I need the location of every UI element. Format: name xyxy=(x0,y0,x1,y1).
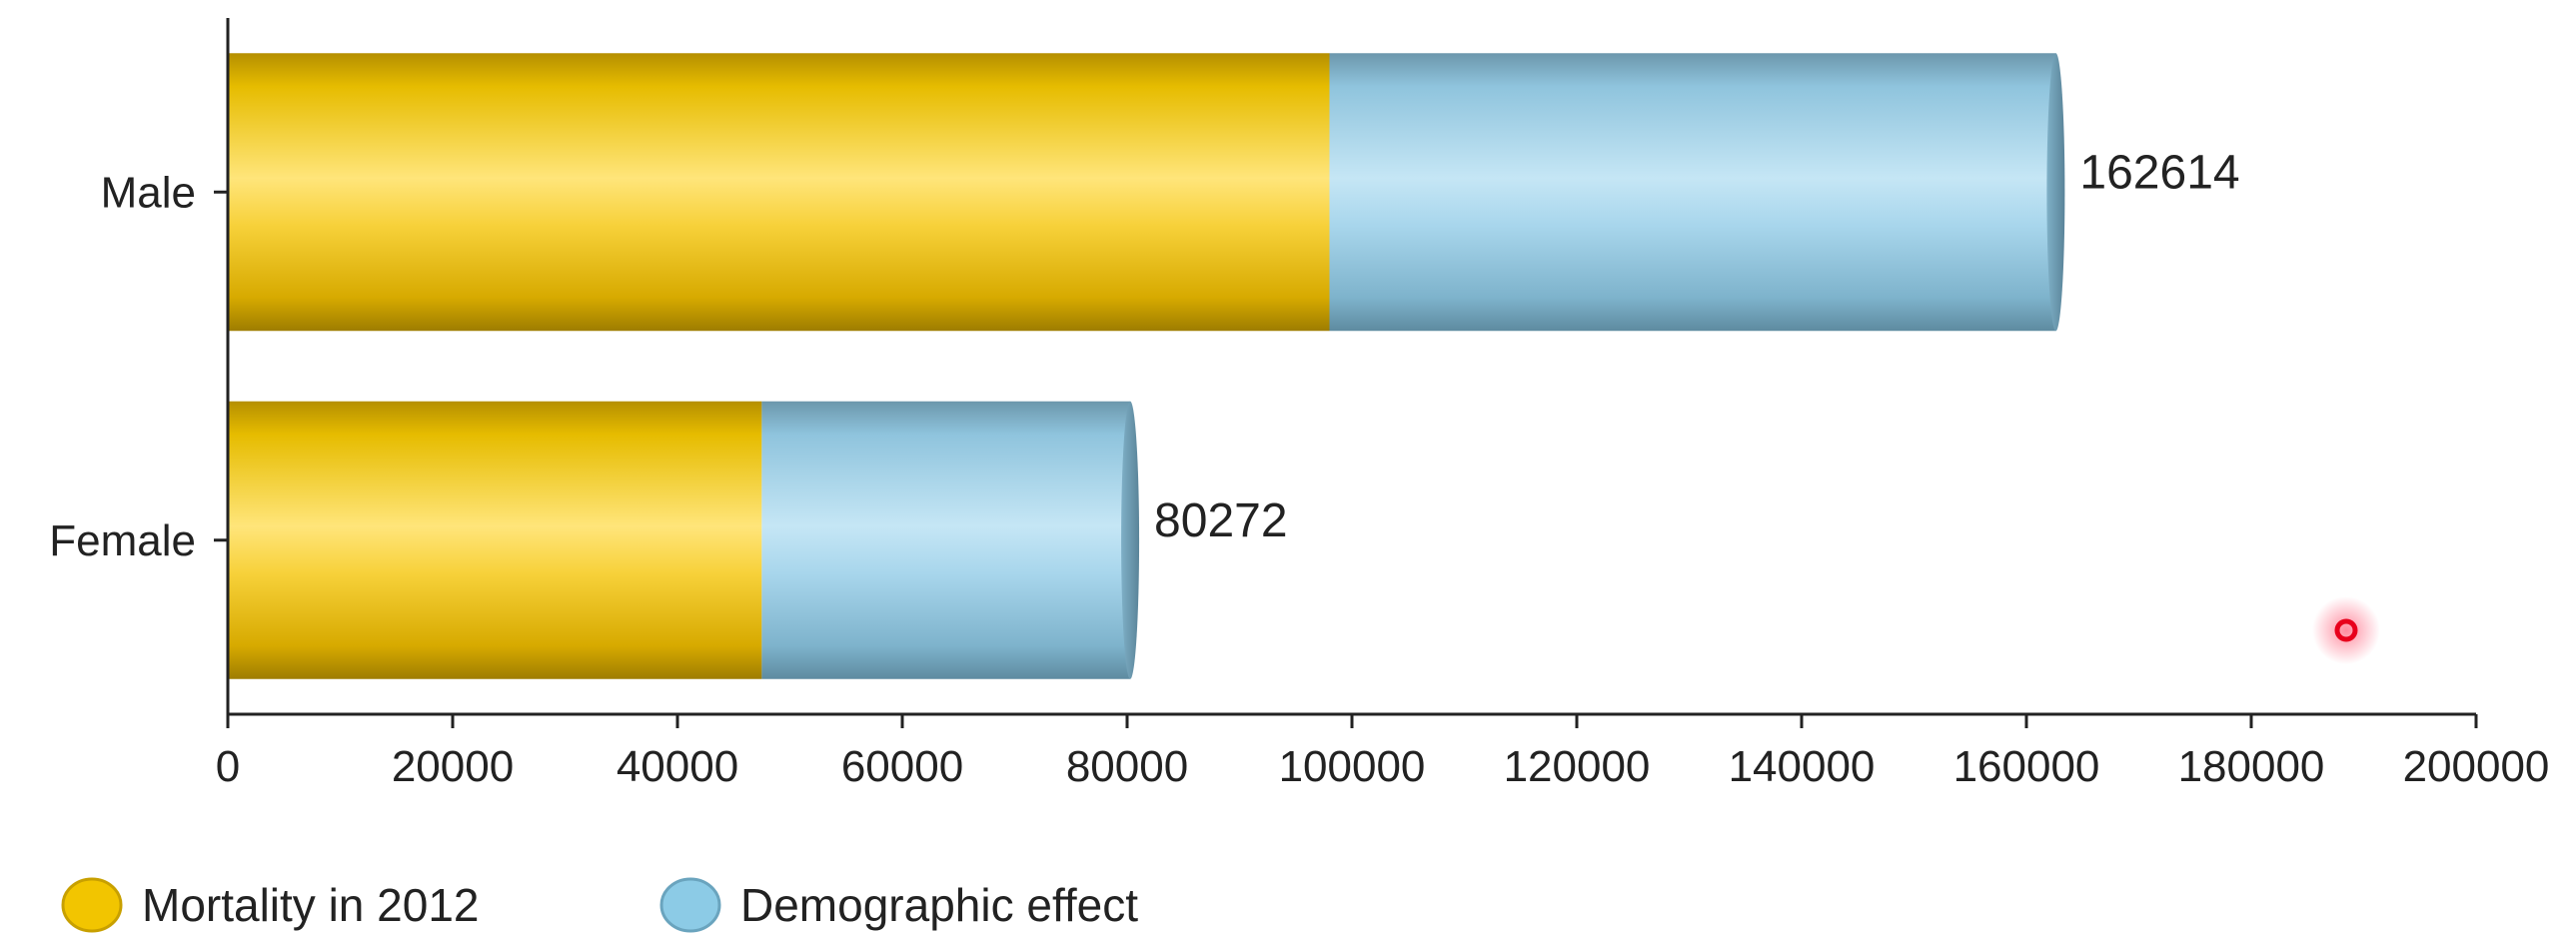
category-label-male: Male xyxy=(101,168,196,217)
x-tick-label: 80000 xyxy=(1066,742,1188,791)
x-tick-label: 20000 xyxy=(392,742,514,791)
bar-female-mortality[interactable] xyxy=(228,401,762,679)
total-label-female: 80272 xyxy=(1154,494,1287,547)
mouse-cursor xyxy=(2312,596,2380,664)
x-tick-label: 200000 xyxy=(2403,742,2550,791)
total-label-male: 162614 xyxy=(2079,146,2239,199)
category-labels: Male Female xyxy=(49,168,228,565)
cursor-ring xyxy=(2334,618,2358,642)
x-tick-label: 160000 xyxy=(1953,742,2100,791)
x-axis-ticks: 0 20000 40000 60000 80000 100000 120000 140000 1… xyxy=(216,714,2550,791)
legend-item-mortality[interactable]: Mortality in 2012 xyxy=(61,877,480,933)
legend: Mortality in 2012 Demographic effect xyxy=(61,877,1138,933)
x-tick-label: 140000 xyxy=(1729,742,1876,791)
cursor-glow xyxy=(2312,596,2380,664)
total-labels: 162614 80272 xyxy=(1154,146,2240,547)
x-tick-label: 120000 xyxy=(1504,742,1651,791)
bar-male-mortality[interactable] xyxy=(228,53,1330,332)
legend-swatch xyxy=(61,877,123,933)
bar-male-end-cap xyxy=(2046,53,2065,332)
category-label-female: Female xyxy=(49,516,196,565)
bars-layer xyxy=(228,53,2065,679)
legend-label: Mortality in 2012 xyxy=(142,879,480,931)
x-tick-label: 60000 xyxy=(841,742,963,791)
bar-male-demographic[interactable] xyxy=(1329,53,2056,332)
x-tick-label: 40000 xyxy=(617,742,738,791)
bar-female-end-cap xyxy=(1121,401,1140,679)
x-tick-label: 100000 xyxy=(1279,742,1426,791)
x-tick-label: 180000 xyxy=(2178,742,2325,791)
bar-female-demographic[interactable] xyxy=(761,401,1131,679)
legend-item-demographic[interactable]: Demographic effect xyxy=(659,877,1138,933)
legend-label: Demographic effect xyxy=(740,879,1138,931)
legend-swatch xyxy=(659,877,721,933)
x-tick-label: 0 xyxy=(216,742,240,791)
